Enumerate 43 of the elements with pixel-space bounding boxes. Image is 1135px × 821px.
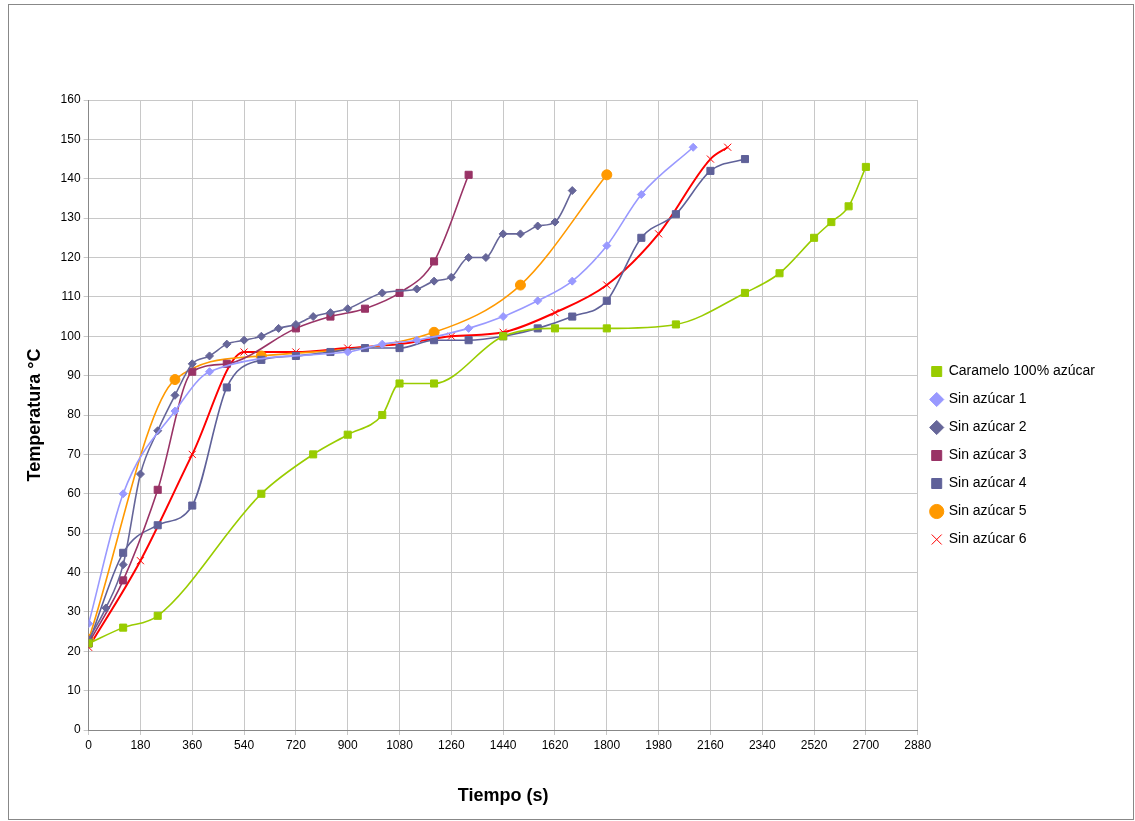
y-tick-label: 90: [67, 367, 81, 382]
x-tick-label: 720: [285, 737, 307, 752]
x-tick-label: 1440: [489, 737, 517, 752]
y-tick-label: 130: [60, 210, 81, 225]
x-tick-label: 2520: [800, 737, 828, 752]
x-tick-label: 1800: [593, 737, 621, 752]
legend-label: Sin azúcar 4: [948, 474, 1027, 491]
y-tick-label: 160: [60, 92, 81, 107]
y-tick-label: 60: [67, 486, 81, 501]
x-tick-label: 0: [85, 737, 93, 752]
legend-label: Sin azúcar 5: [948, 502, 1027, 519]
y-tick-label: 30: [67, 604, 81, 619]
y-tick-label: 0: [73, 722, 81, 737]
y-tick-label: 50: [67, 525, 81, 540]
legend-label: Sin azúcar 1: [948, 390, 1027, 407]
x-tick-label: 2160: [697, 737, 725, 752]
legend-label: Caramelo 100% azúcar: [948, 362, 1096, 379]
y-tick-label: 120: [60, 249, 81, 264]
x-tick-label: 360: [182, 737, 203, 752]
y-axis-title: Temperatura °C: [23, 348, 44, 482]
x-tick-label: 1260: [437, 737, 466, 752]
x-axis-title: Tiempo (s): [457, 785, 549, 806]
x-tick-label: 1080: [386, 737, 414, 752]
y-tick-label: 10: [67, 682, 81, 697]
x-tick-label: 2880: [904, 737, 932, 752]
y-tick-label: 40: [67, 564, 81, 579]
x-tick-label: 540: [234, 737, 255, 752]
legend-label: Sin azúcar 2: [948, 418, 1027, 435]
x-tick-label: 2700: [852, 737, 880, 752]
legend-label: Sin azúcar 3: [948, 446, 1027, 463]
y-tick-label: 80: [67, 407, 81, 422]
y-tick-label: 150: [60, 131, 81, 146]
legend-label: Sin azúcar 6: [948, 530, 1027, 547]
y-tick-label: 70: [67, 446, 81, 461]
y-tick-label: 100: [60, 328, 81, 343]
x-tick-label: 1980: [645, 737, 673, 752]
x-tick-label: 2340: [748, 737, 776, 752]
x-tick-label: 180: [130, 737, 151, 752]
x-tick-label: 1620: [541, 737, 569, 752]
y-tick-label: 110: [61, 289, 81, 304]
y-tick-label: 20: [67, 643, 81, 658]
y-tick-label: 140: [60, 171, 81, 186]
x-tick-label: 900: [337, 737, 359, 752]
